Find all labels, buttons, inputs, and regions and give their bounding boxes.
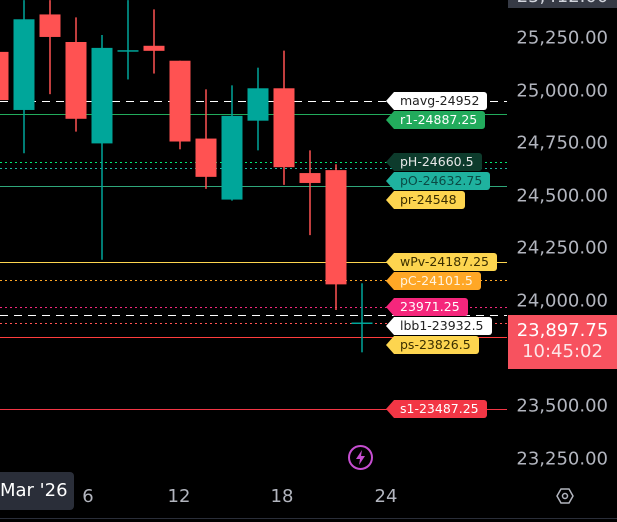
time-tick-label: 18 [270,486,294,507]
candle-body [169,60,191,142]
crosshair-price-label: 25,412.00 [508,0,617,8]
time-tick-label: 24 [374,486,398,507]
bottom-divider [0,518,617,519]
level-label[interactable]: lbb1-23932.5 [386,317,492,336]
level-label[interactable]: pr-24548 [386,191,465,210]
level-label[interactable]: wPv-24187.25 [386,252,497,271]
candle-body [65,41,87,119]
level-label[interactable]: s1-23487.25 [386,399,487,418]
price-tick-label: 24,000.00 [516,290,608,312]
candle-body [325,170,347,285]
candle-body [351,322,373,325]
bar-countdown: 10:45:02 [522,341,603,362]
price-tick-label: 25,000.00 [516,80,608,102]
lightning-icon[interactable] [347,444,374,471]
price-tick-label: 25,250.00 [516,27,608,49]
candle-body [39,14,61,37]
level-label[interactable]: r1-24887.25 [385,110,486,129]
price-tick-label: 24,250.00 [516,237,608,259]
hexagon-settings-icon[interactable] [555,486,575,506]
level-label[interactable]: pO-24632.75 [385,172,491,191]
candle-body [221,115,243,200]
candle-body [13,19,35,110]
candle-body [117,50,139,52]
candle-body [91,47,113,144]
level-label[interactable]: mavg-24952 [385,91,488,110]
level-label[interactable]: 23971.25 [386,298,468,317]
last-price-label: 23,897.75 10:45:02 [508,315,617,369]
time-tick-label: 12 [167,486,191,507]
level-label[interactable]: pC-24101.5 [386,271,481,290]
candle-body [299,173,321,183]
price-tick-label: 24,750.00 [516,132,608,154]
price-tick-label: 24,500.00 [516,185,608,207]
candle-body [195,138,217,177]
time-tick-label: 6 [82,486,94,507]
level-label[interactable]: ps-23826.5 [386,336,479,355]
candle-body [0,51,9,101]
candle-body [273,88,295,168]
candle-body [247,88,269,121]
level-label[interactable]: pH-24660.5 [386,153,482,172]
price-tick-label: 23,250.00 [516,448,608,470]
candle-body [143,45,165,51]
last-price-value: 23,897.75 [516,320,609,341]
crosshair-date-label: Mar '26 [0,472,74,510]
candlestick-plot[interactable] [0,0,507,478]
price-tick-label: 23,500.00 [516,395,608,417]
